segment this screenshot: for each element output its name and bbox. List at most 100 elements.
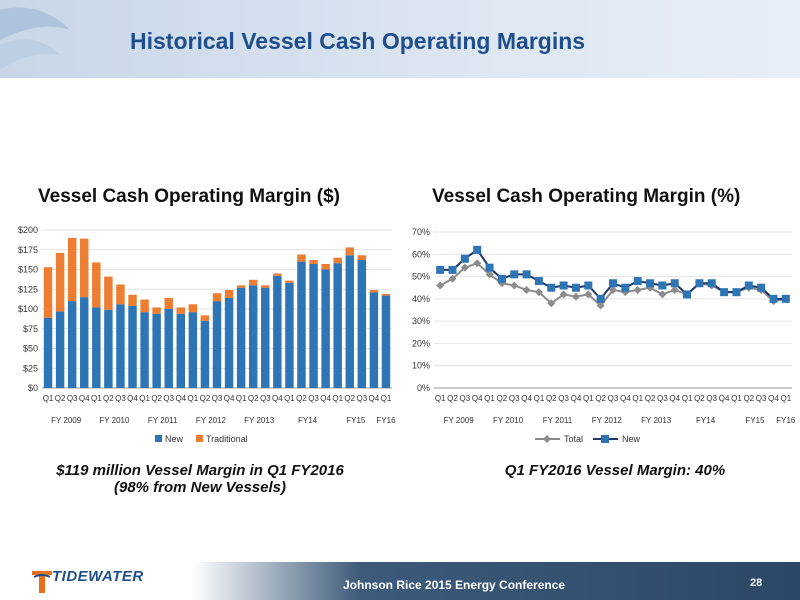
x-tick-label: Q3 [558, 394, 569, 403]
x-tick-label: Q3 [115, 394, 126, 403]
bar-traditional [104, 276, 113, 310]
y-tick-label: $25 [23, 363, 38, 373]
point-total [547, 299, 556, 308]
bar-new [309, 263, 318, 388]
point-new [781, 294, 790, 303]
bar-new [369, 292, 379, 388]
point-new [695, 279, 704, 288]
point-new [559, 281, 568, 290]
point-total [633, 285, 642, 294]
bar-new [212, 301, 222, 388]
y-tick-label: 50% [412, 272, 430, 282]
point-total [460, 263, 469, 272]
x-tick-label: Q1 [43, 394, 54, 403]
x-tick-label: Q1 [780, 394, 791, 403]
x-tick-label: Q4 [768, 394, 779, 403]
tidewater-logo [32, 571, 52, 593]
legend-swatch-new [155, 435, 162, 442]
x-tick-label: Q1 [284, 394, 295, 403]
point-new [547, 283, 556, 292]
bar-traditional [321, 263, 330, 270]
point-new [720, 288, 729, 297]
y-tick-label: $125 [18, 284, 38, 294]
bar-traditional [92, 262, 101, 308]
point-new [769, 294, 778, 303]
point-total [658, 290, 667, 299]
point-total [559, 290, 568, 299]
bar-new [116, 304, 125, 388]
legend-marker-total [543, 435, 551, 443]
page-number: 28 [750, 577, 763, 589]
bar-traditional [236, 285, 246, 288]
x-tick-label: Q1 [484, 394, 495, 403]
x-tick-label: Q1 [435, 394, 446, 403]
point-new [683, 290, 692, 299]
right-caption: Q1 FY2016 Vessel Margin: 40% [504, 462, 726, 479]
x-tick-label: Q2 [55, 394, 66, 403]
point-new [460, 254, 469, 263]
bar-new [128, 305, 137, 388]
bar-traditional [357, 255, 367, 261]
point-new [584, 281, 593, 290]
point-new [646, 279, 655, 288]
fiscal-year-label: FY 2010 [99, 416, 130, 425]
x-tick-label: Q4 [320, 394, 331, 403]
point-total [571, 292, 580, 301]
fiscal-year-label: FY14 [696, 416, 716, 425]
point-new [633, 277, 642, 286]
x-tick-label: Q4 [521, 394, 532, 403]
fiscal-year-label: FY 2012 [196, 416, 227, 425]
x-tick-label: Q1 [332, 394, 343, 403]
x-tick-label: Q2 [645, 394, 656, 403]
right-chart-title: Vessel Cash Operating Margin (%) [432, 186, 741, 207]
footer-conference: Johnson Rice 2015 Energy Conference [343, 578, 566, 592]
bar-new [80, 297, 89, 388]
x-tick-label: Q4 [472, 394, 483, 403]
x-tick-label: Q4 [620, 394, 631, 403]
x-tick-label: Q3 [756, 394, 767, 403]
legend-label-total: Total [564, 434, 583, 444]
y-tick-label: $0 [28, 383, 38, 393]
legend-marker-new [601, 435, 609, 443]
x-tick-label: Q1 [583, 394, 594, 403]
y-tick-label: 20% [412, 338, 430, 348]
point-new [485, 263, 494, 272]
bar-traditional [248, 279, 258, 286]
x-tick-label: Q3 [308, 394, 319, 403]
bar-new [381, 295, 391, 388]
bar-traditional [333, 257, 342, 264]
bar-new [43, 317, 53, 388]
x-tick-label: Q3 [67, 394, 78, 403]
bar-new [200, 320, 210, 388]
x-tick-label: Q2 [447, 394, 458, 403]
bar-new [345, 255, 354, 388]
margin-percent-chart: 0%10%20%30%40%50%60%70%Q1 Q2 Q3 Q4 Q1 Q2 Q3 Q4 Q… [412, 227, 796, 444]
point-new [510, 270, 519, 279]
bar-new [176, 313, 186, 388]
point-new [670, 279, 679, 288]
legend-label-new: New [165, 434, 184, 444]
x-tick-label: Q4 [669, 394, 680, 403]
x-tick-label: Q3 [356, 394, 367, 403]
fiscal-year-label: FY16 [776, 416, 796, 425]
bar-new [321, 269, 330, 388]
point-new [658, 281, 667, 290]
bar-traditional [309, 260, 318, 264]
y-tick-label: $75 [23, 324, 38, 334]
fiscal-year-label: FY16 [376, 416, 396, 425]
x-tick-label: Q4 [719, 394, 730, 403]
fiscal-year-label: FY 2011 [543, 416, 573, 425]
bar-traditional [212, 293, 222, 302]
left-caption: $119 million Vessel Margin in Q1 FY2016 … [56, 462, 344, 496]
logo-text: TIDEWATER [52, 568, 144, 585]
y-tick-label: $200 [18, 225, 38, 235]
y-tick-label: $150 [18, 265, 38, 275]
x-tick-label: Q3 [706, 394, 717, 403]
bar-traditional [224, 290, 234, 298]
bar-traditional [345, 247, 354, 256]
point-total [485, 270, 494, 279]
x-tick-label: Q3 [260, 394, 271, 403]
fiscal-year-label: FY 2013 [244, 416, 275, 425]
legend-label-traditional: Traditional [206, 434, 248, 444]
x-tick-label: Q1 [534, 394, 545, 403]
